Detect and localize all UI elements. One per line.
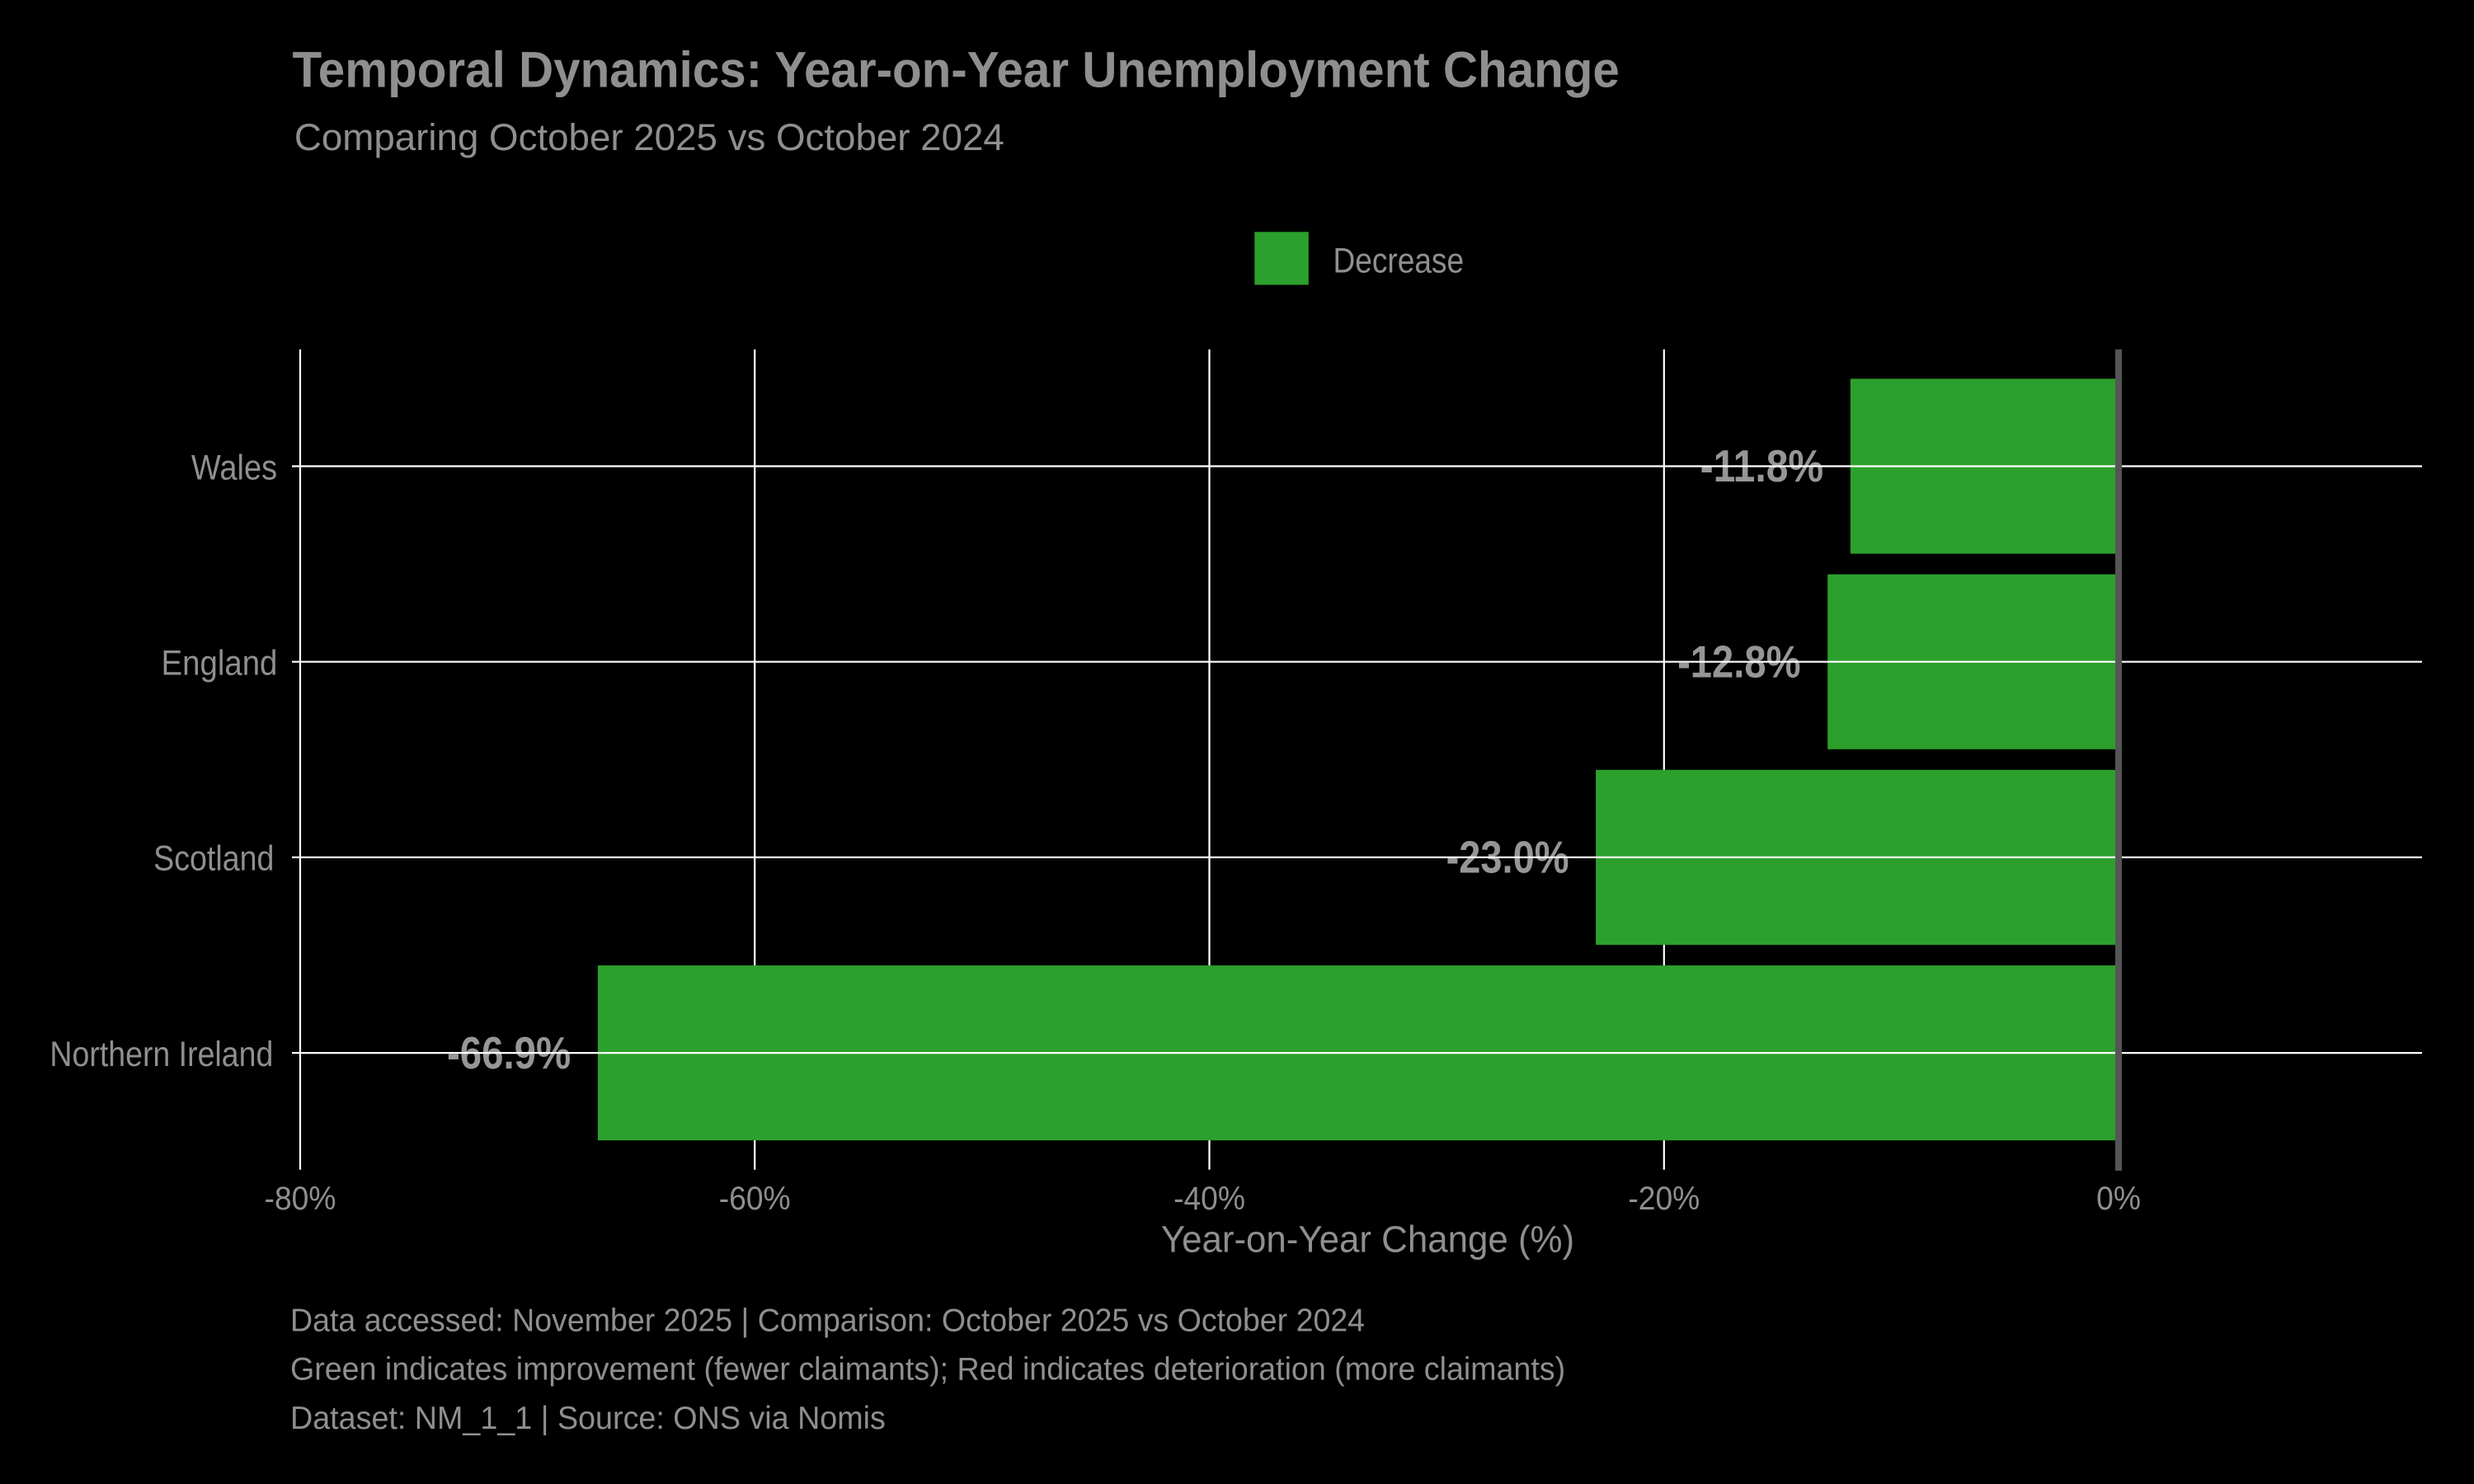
svg-text:-80%: -80% xyxy=(265,1181,336,1217)
svg-text:Comparing October 2025 vs Octo: Comparing October 2025 vs October 2024 xyxy=(294,116,1004,158)
svg-text:Green indicates improvement (f: Green indicates improvement (fewer claim… xyxy=(290,1351,1565,1388)
svg-text:Scotland: Scotland xyxy=(153,838,274,878)
svg-text:-40%: -40% xyxy=(1174,1181,1245,1217)
svg-text:Wales: Wales xyxy=(191,447,277,487)
svg-text:Data accessed: November 2025 |: Data accessed: November 2025 | Compariso… xyxy=(290,1303,1365,1339)
svg-text:Year-on-Year Change (%): Year-on-Year Change (%) xyxy=(1161,1219,1574,1261)
svg-text:Dataset: NM_1_1 | Source: ONS: Dataset: NM_1_1 | Source: ONS via Nomis xyxy=(290,1400,886,1436)
svg-text:-60%: -60% xyxy=(719,1181,791,1217)
svg-text:Temporal Dynamics: Year-on-Yea: Temporal Dynamics: Year-on-Year Unemploy… xyxy=(293,41,1620,98)
svg-text:Decrease: Decrease xyxy=(1333,241,1465,280)
svg-text:-20%: -20% xyxy=(1628,1181,1700,1217)
svg-text:England: England xyxy=(162,642,278,683)
svg-text:0%: 0% xyxy=(2096,1181,2141,1217)
svg-text:Northern Ireland: Northern Ireland xyxy=(49,1033,273,1073)
